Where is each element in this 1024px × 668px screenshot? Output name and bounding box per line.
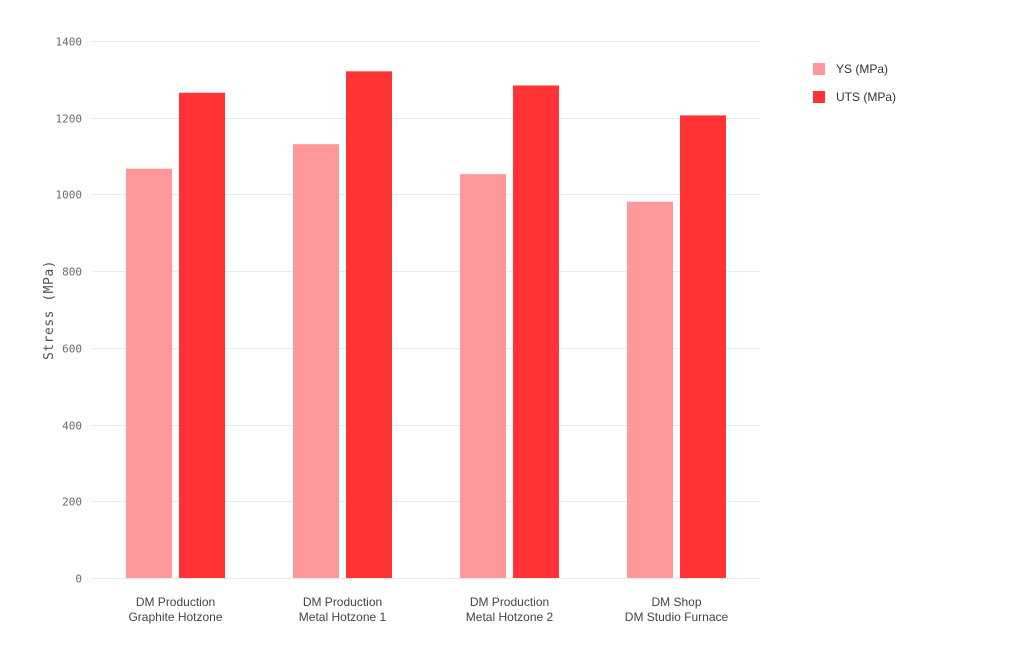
bar-uts (179, 92, 225, 579)
bar-uts (346, 71, 392, 579)
y-tick-label: 1400 (56, 36, 83, 49)
legend: YS (MPa) UTS (MPa) (813, 62, 896, 104)
y-tick-label: 1000 (56, 189, 83, 202)
x-tick-label: DM Production (470, 595, 549, 609)
x-tick-label: Graphite Hotzone (128, 610, 222, 624)
legend-swatch (813, 63, 825, 75)
y-tick-label: 0 (75, 573, 82, 586)
y-tick-label: 600 (62, 343, 82, 356)
y-tick-label: 800 (62, 266, 82, 279)
bar-ys (460, 174, 506, 578)
y-tick-label: 1200 (56, 113, 83, 126)
y-axis-label: Stress (MPa) (42, 260, 57, 360)
x-tick-label: DM Production (136, 595, 215, 609)
x-tick-label: DM Production (303, 595, 382, 609)
x-tick-label: Metal Hotzone 1 (299, 610, 387, 624)
bar-ys (293, 144, 339, 578)
bar-ys (627, 201, 673, 578)
x-tick-label: DM Shop (651, 595, 701, 609)
x-tick-label: Metal Hotzone 2 (466, 610, 554, 624)
bar-uts (513, 85, 559, 578)
legend-label: UTS (MPa) (836, 90, 896, 104)
x-tick-label: DM Studio Furnace (625, 610, 729, 624)
bar-ys (126, 168, 172, 578)
bar-uts (680, 115, 726, 579)
y-tick-label: 400 (62, 420, 82, 433)
legend-label: YS (MPa) (836, 62, 888, 76)
y-tick-label: 200 (62, 496, 82, 509)
legend-swatch (813, 91, 825, 103)
y-axis-ticks: 0 200 400 600 800 1000 1200 1400 (56, 36, 83, 586)
bars (126, 71, 726, 579)
